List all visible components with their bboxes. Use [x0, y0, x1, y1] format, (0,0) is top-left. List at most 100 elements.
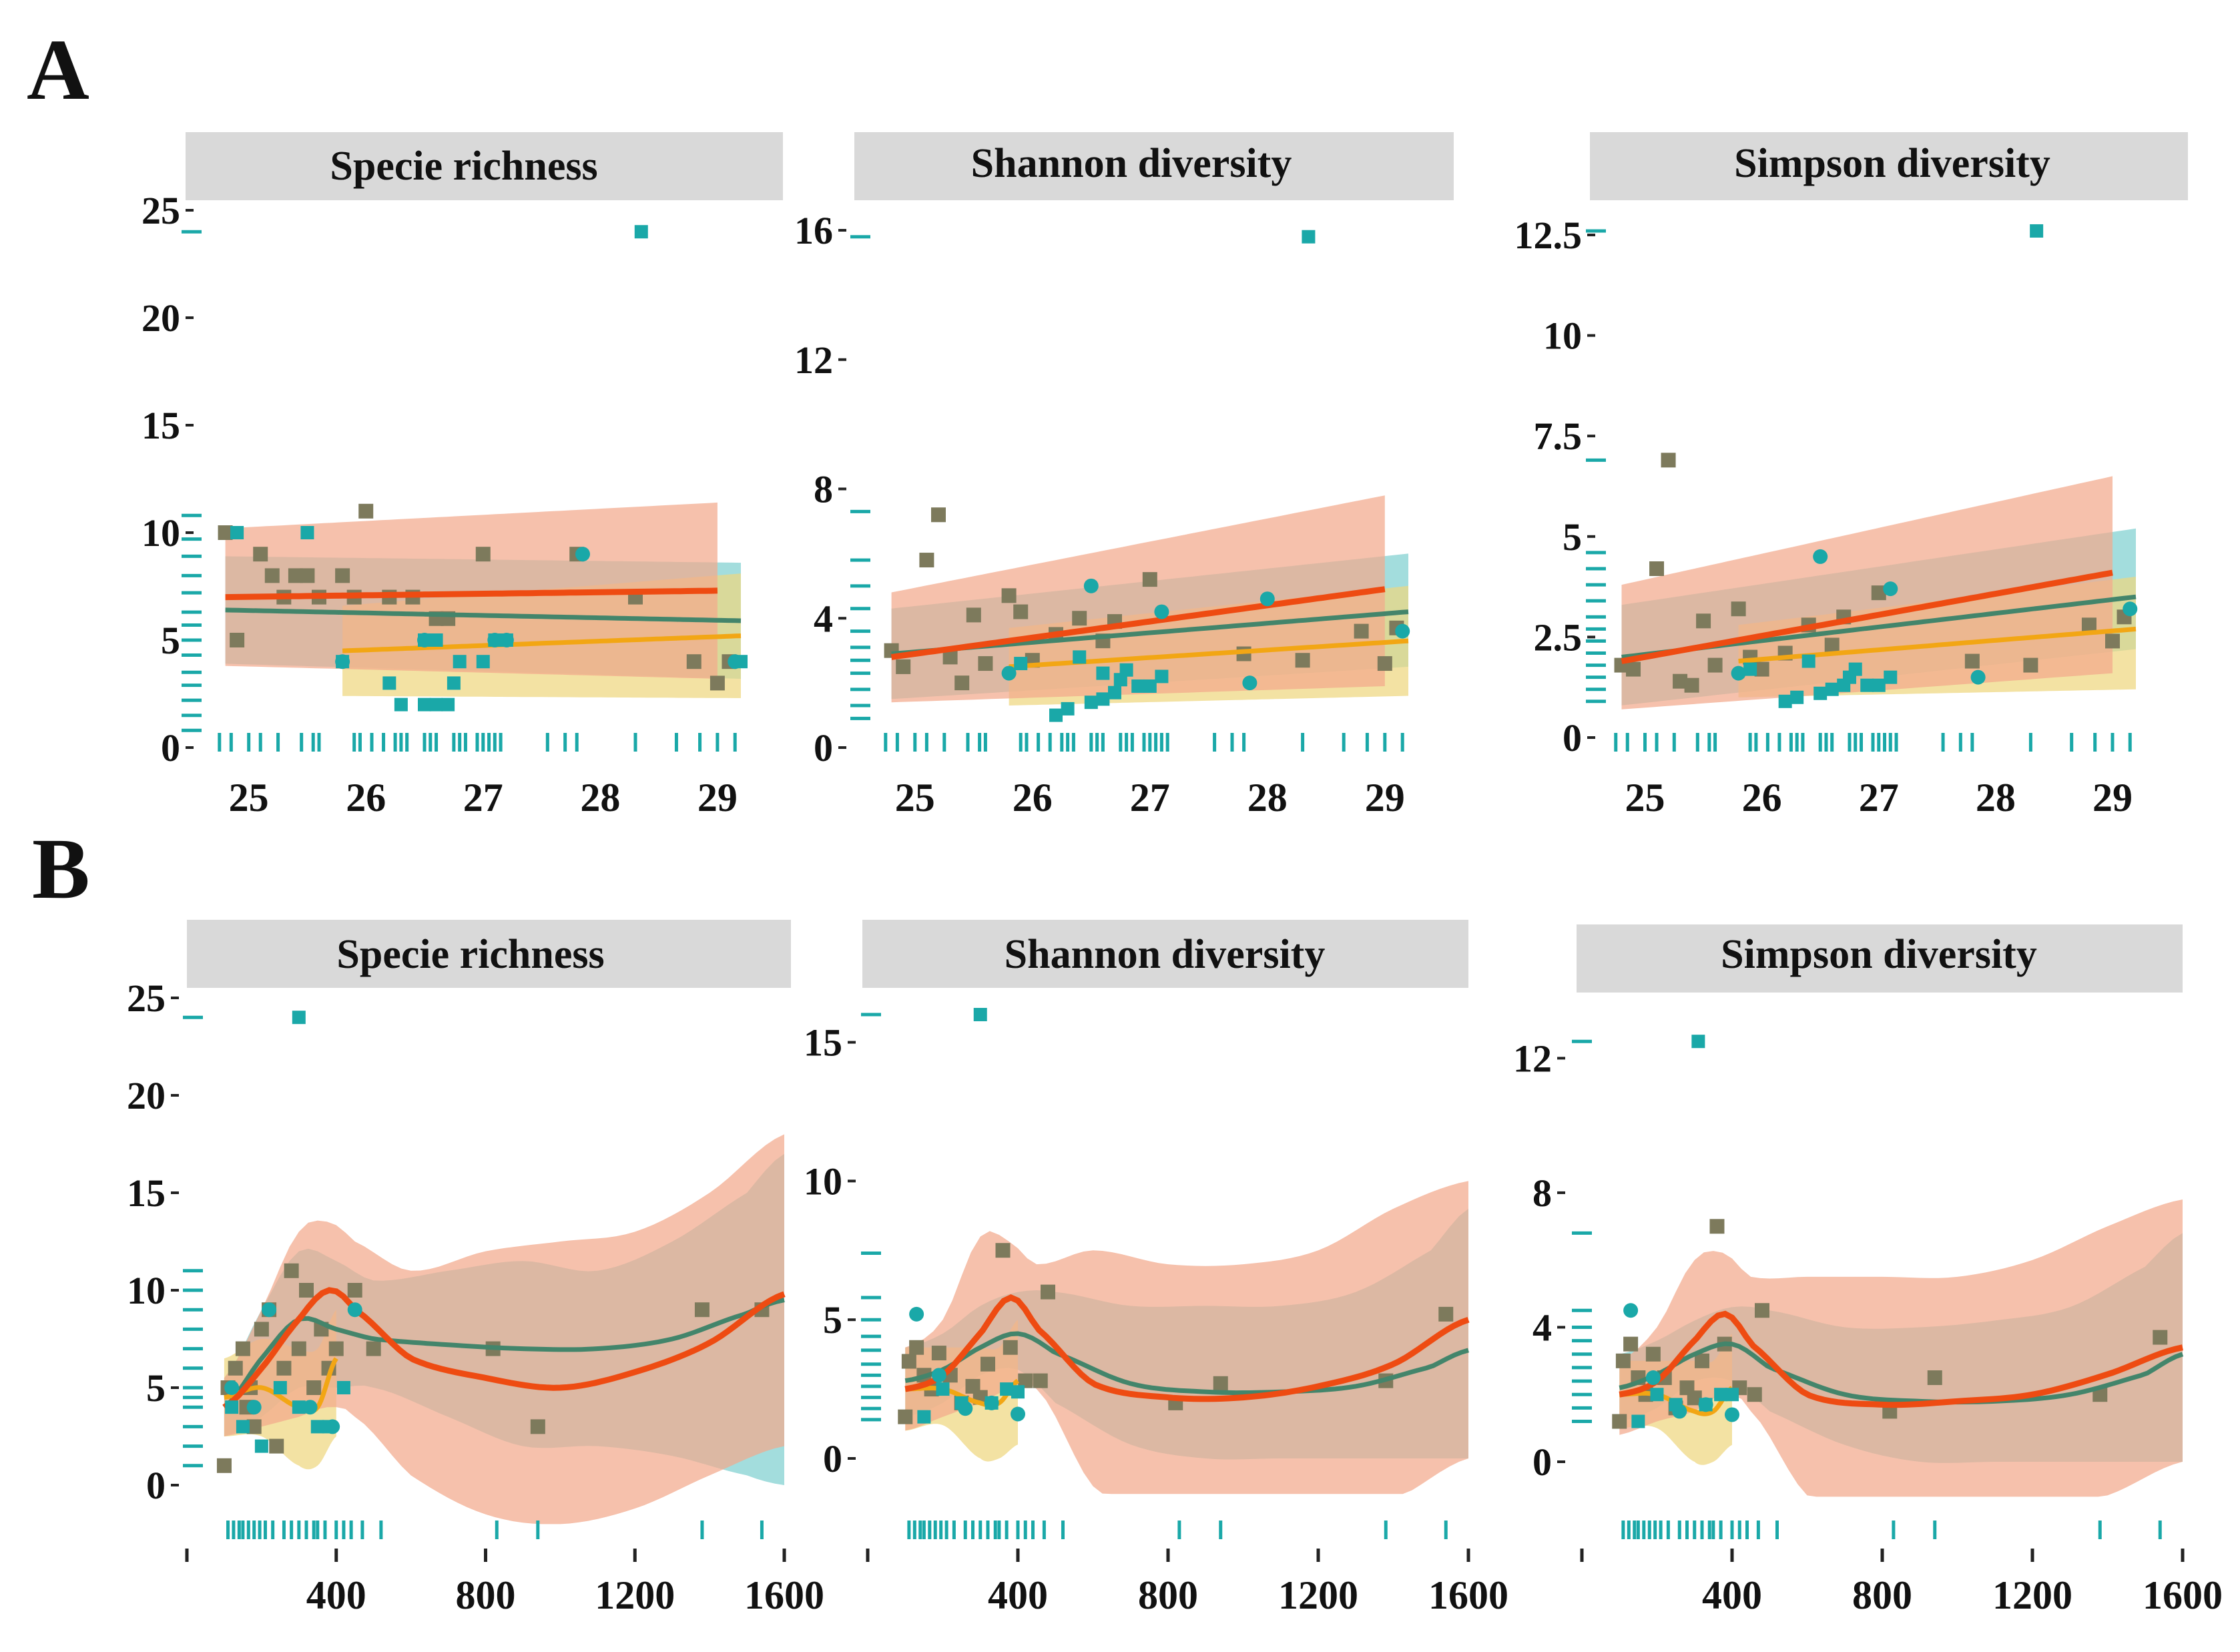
x-tick-label: 29 [1365, 776, 1405, 820]
x-tick-label: 25 [895, 776, 935, 820]
fit-line-orange [222, 1287, 786, 1410]
x-tick-label: 29 [2092, 776, 2133, 820]
x-tick-label: 26 [346, 776, 386, 820]
data-point-square [235, 1341, 250, 1356]
data-point-teal [1778, 694, 1792, 708]
y-tick-label: 10 [142, 511, 180, 555]
data-point-square [1612, 1414, 1627, 1429]
y-tick-label: 15 [142, 404, 180, 447]
fit-line-orange [225, 587, 718, 601]
data-point-square [284, 1263, 299, 1278]
data-point-circle [347, 1302, 362, 1318]
y-tick-label: 15 [804, 1021, 842, 1065]
data-point-circle [1259, 591, 1275, 607]
y-tick-label: 5 [161, 619, 180, 662]
facet-strip [1590, 132, 2188, 200]
data-point-square [1041, 1284, 1055, 1300]
x-tick-label: 27 [1130, 776, 1170, 820]
x-tick-label: 800 [1852, 1573, 1912, 1617]
data-point-circle [1242, 675, 1257, 691]
x-tick-label: 28 [1976, 776, 2016, 820]
data-point-square [306, 1380, 322, 1395]
data-point-square [1687, 1390, 1702, 1406]
data-point-circle [1083, 578, 1099, 593]
x-tick-label: 1200 [1278, 1573, 1358, 1617]
data-point-square [475, 547, 491, 562]
data-point-square [694, 1302, 710, 1318]
data-point-circle [931, 1368, 946, 1383]
data-point-circle [499, 633, 514, 647]
data-point-teal [310, 1420, 324, 1434]
facet-strip [854, 132, 1454, 200]
y-tick-label: 8 [814, 468, 833, 511]
y-tick-label: 0 [146, 1464, 166, 1507]
data-point-teal [292, 1400, 306, 1414]
data-point-circle [958, 1401, 973, 1416]
x-tick-label: 25 [1625, 776, 1665, 820]
facet-title: Specie richness [330, 144, 597, 189]
plot-area: 0 4 8 12 400 800 1200 1600 [1513, 1035, 2223, 1617]
data-point-square [300, 568, 315, 583]
data-point-square [1001, 588, 1017, 603]
data-point-square [1354, 623, 1369, 639]
plot-area: 0 2.5 5 7.5 10 12.5 25 26 27 28 29 [1514, 214, 2138, 820]
data-point-square [1754, 661, 1769, 677]
y-tick-label: 12.5 [1514, 214, 1583, 257]
x-tick-label: 28 [1247, 776, 1288, 820]
data-point-teal [1084, 696, 1098, 710]
fit-line-orange [890, 586, 1386, 660]
data-point-square [269, 1438, 284, 1454]
data-point-square [896, 659, 911, 674]
data-point-square [1615, 1353, 1631, 1368]
data-point-teal [429, 633, 443, 647]
chart-a1: Specie richness 0 5 10 15 20 25 25 26 27 28 29 [142, 132, 783, 820]
facet-strip [1577, 924, 2183, 993]
y-tick-label: 0 [161, 726, 180, 770]
plot-area: 0 5 10 15 20 25 25 26 27 28 29 [142, 189, 748, 820]
y-tick-label: 0 [814, 726, 833, 770]
y-tick-label: 0 [1563, 716, 1582, 760]
data-point-circle [487, 633, 503, 647]
data-point-circle [302, 1400, 318, 1415]
y-tick-label: 5 [1563, 515, 1582, 559]
data-point-teal [225, 1400, 239, 1414]
chart-b1: Specie richness 0 5 10 15 20 25 400 800 1200 1600 [127, 920, 824, 1617]
panel-label-a: A [27, 22, 89, 118]
data-point-square [335, 568, 350, 583]
data-point-square [1695, 1353, 1709, 1368]
data-point-square [995, 1243, 1011, 1258]
data-point-square [2092, 1387, 2108, 1402]
x-tick-label: 27 [463, 776, 503, 820]
data-point-circle [1731, 665, 1746, 681]
x-tick-label: 400 [988, 1573, 1048, 1617]
data-point-circle [1970, 669, 1986, 685]
data-point-circle [262, 1302, 277, 1318]
y-tick-label: 10 [804, 1159, 842, 1203]
fit-line-green [222, 1298, 785, 1409]
y-tick-label: 10 [1543, 314, 1582, 358]
data-point-square [254, 1322, 269, 1337]
data-point-square [931, 507, 946, 523]
data-point-circle [1725, 1407, 1739, 1422]
data-point-teal [1131, 679, 1145, 693]
chart-a2: Shannon diversity 0 4 8 12 16 25 26 27 28 29 [794, 132, 1454, 820]
data-point-square [1684, 677, 1699, 693]
data-point-teal [1119, 663, 1133, 677]
confidence-band-orange [905, 1181, 1468, 1494]
data-point-circle [1813, 549, 1828, 564]
data-point-square [358, 503, 374, 519]
data-point-circle [1623, 1303, 1639, 1318]
data-point-square [1661, 453, 1676, 468]
plot-area: 0 5 10 15 400 800 1200 1600 [804, 1008, 1508, 1617]
data-point-square [246, 1419, 262, 1434]
data-point-square [291, 1341, 306, 1356]
data-point-teal [1014, 657, 1028, 671]
y-tick-label: 4 [814, 597, 833, 640]
y-tick-label: 12 [794, 338, 833, 382]
data-point-circle [909, 1306, 924, 1322]
data-point-teal [1302, 230, 1316, 244]
data-point-teal [236, 1420, 250, 1434]
fit-line-orange [1621, 569, 2113, 664]
data-point-teal [634, 225, 648, 239]
y-tick-label: 10 [127, 1269, 166, 1312]
